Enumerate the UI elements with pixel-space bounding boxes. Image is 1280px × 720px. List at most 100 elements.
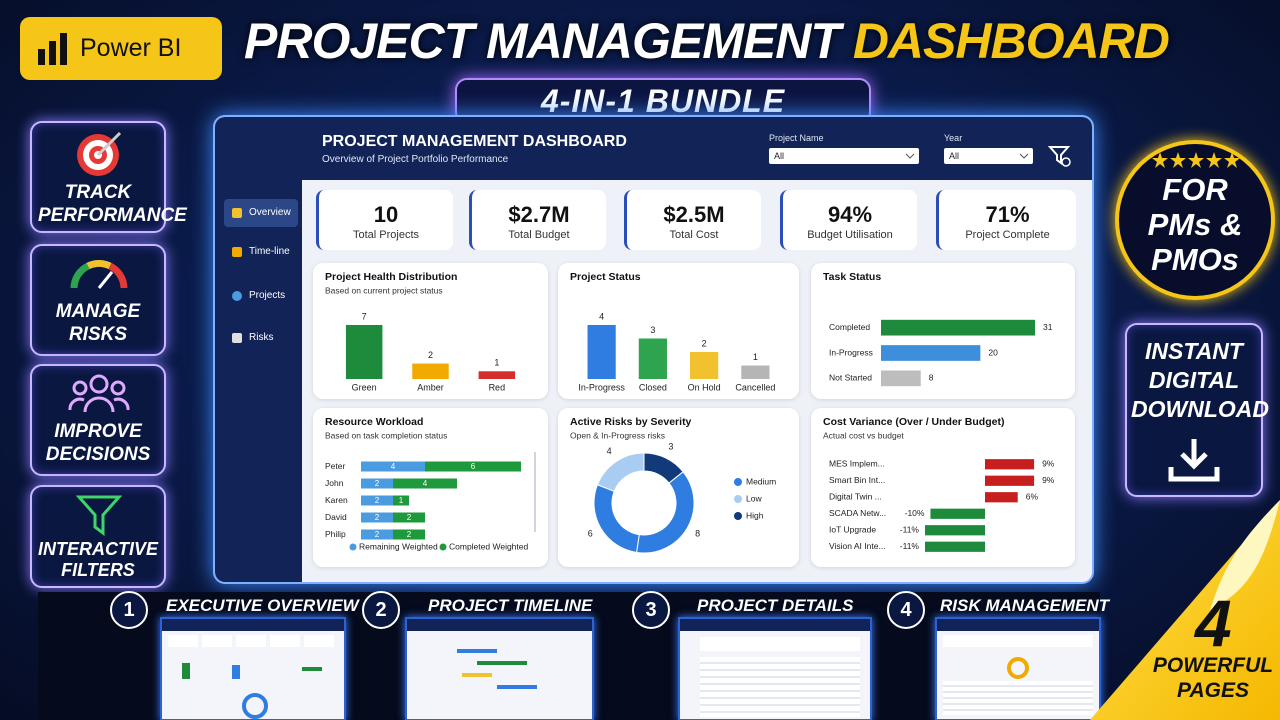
dashboard-header: PROJECT MANAGEMENT DASHBOARD Overview of… [302,117,1092,180]
nav-label: Overview [249,207,291,218]
people-icon [68,374,130,413]
category-label: On Hold [688,382,721,392]
slice-label: 6 [588,528,593,538]
nav-item[interactable]: Projects [224,282,298,310]
filter-icon[interactable] [1048,144,1072,168]
chart-card: Resource Workload Based on task completio… [313,408,548,567]
kpi-label: Total Projects [352,229,420,241]
value-label: 2 [428,350,433,360]
category-label: Peter [325,461,345,471]
category-label: Closed [639,382,667,392]
feature-badge: INTERACTIVE FILTERS [30,485,166,588]
value-label: -11% [900,541,920,551]
bar [985,459,1035,470]
title-white: PROJECT MANAGEMENT [244,13,841,69]
pages-caption: POWERFUL PAGES [1152,654,1274,702]
value-label: 2 [702,338,707,348]
value-label: 9% [1042,475,1055,485]
page-thumbnail [678,617,872,720]
page-number: 3 [632,591,670,629]
audience-text: FOR PMs & PMOs [1147,172,1243,277]
chart-subtitle: Actual cost vs budget [823,430,904,440]
filter-dropdown[interactable]: All [944,148,1033,164]
kpi-card: $2.5M Total Cost [624,190,761,250]
download-icon [1168,439,1220,482]
dropdown-caret [905,153,915,159]
nav-label: Risks [249,332,274,343]
value-label: 9% [1042,459,1055,469]
legend-swatch [734,512,742,520]
bar-segment [425,461,521,472]
filter-value: All [774,151,785,161]
filter-value: All [949,151,960,161]
category-label: MES Implem... [829,459,885,469]
value-label: 31 [1043,322,1053,332]
dashboard-panel: Overview Time-line Projects Risks PROJEC… [213,115,1094,584]
feature-badge: TRACK PERFORMANCE [30,121,187,233]
chart-subtitle: Based on task completion status [325,430,447,440]
legend-label: Low [746,493,762,503]
nav-item[interactable]: Risks [224,324,298,352]
category-label: Completed [829,322,870,332]
kpi-value: 10 [373,202,399,227]
kpi-label: Total Budget [508,229,570,241]
value-label: -11% [900,525,920,535]
bar [925,525,985,536]
filter-label: Year [944,133,963,143]
page-title: EXECUTIVE OVERVIEW [166,596,359,615]
audience-badge: FOR PMs & PMOs [1115,140,1275,300]
bar [985,492,1018,503]
value-label: 7 [362,311,367,321]
category-label: Vision AI Inte... [829,541,886,551]
bar-segment [393,529,425,540]
chart-card: Cost Variance (Over / Under Budget) Actua… [811,408,1075,567]
kpi-card: 10 Total Projects [316,190,453,250]
download-badge: INSTANT DIGITAL DOWNLOAD [1125,323,1269,497]
category-label: In-Progress [578,382,625,392]
nav-item[interactable]: Time-line [224,238,298,266]
kpi-value: 71% [985,202,1030,227]
bar-segment [393,495,409,506]
segment-label: 1 [399,496,404,505]
bar [345,325,383,379]
bar-segment [361,512,393,523]
bundle-text: 4-IN-1 BUNDLE [540,83,786,119]
page-title: RISK MANAGEMENT [940,596,1110,615]
title-yellow: DASHBOARD [852,13,1170,69]
kpi-value: 94% [827,202,873,227]
logo-text: Power BI [80,34,182,62]
category-label: Digital Twin ... [829,492,882,502]
kpi-value: $2.7M [508,202,570,227]
scrollbar [534,452,536,532]
feature-label: INTERACTIVE FILTERS [38,539,159,580]
kpi-card: 94% Budget Utilisation [780,190,917,250]
category-label: Red [489,382,506,392]
category-label: SCADA Netw... [829,508,886,518]
category-label: Karen [325,495,348,505]
legend-swatch [734,495,742,503]
segment-label: 2 [375,513,380,522]
nav-label: Time-line [249,246,290,257]
dropdown-caret [1019,153,1029,159]
bar [478,371,516,379]
kpi-value: $2.5M [663,202,725,227]
bar-segment [361,495,393,506]
kpi-card: $2.7M Total Budget [469,190,606,250]
segment-label: 2 [375,496,380,505]
bar [925,541,985,552]
stars [1152,152,1240,168]
filter-label: Project Name [769,133,824,143]
value-label: 1 [494,358,499,368]
slice-label: 8 [695,528,700,538]
pages-count: 4 [1195,586,1232,660]
bar-segment [361,529,393,540]
bar [881,370,921,387]
page-title: PROJECT TIMELINE [428,596,593,615]
segment-label: 2 [375,530,380,539]
bar-segment [361,461,425,472]
filter-dropdown[interactable]: All [769,148,919,164]
nav-item[interactable]: Overview [224,199,298,227]
target-icon [77,131,122,176]
bar [881,319,1035,336]
